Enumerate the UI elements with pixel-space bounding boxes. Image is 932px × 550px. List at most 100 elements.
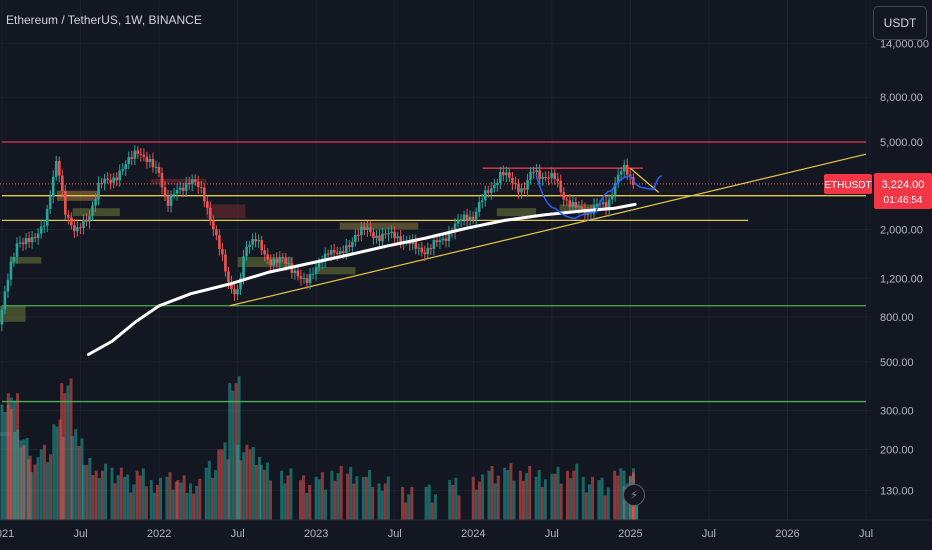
volume-bar (220, 449, 224, 520)
volume-bar (522, 480, 525, 520)
candle-body (42, 225, 46, 227)
volume-bar (368, 469, 372, 520)
candle-body (595, 203, 599, 205)
time-tick-label: 2026 (775, 528, 799, 540)
volume-bar (302, 475, 306, 520)
candle-body (6, 279, 10, 292)
volume-bar (97, 478, 101, 520)
candle-body (169, 194, 173, 206)
candle-body (36, 233, 40, 238)
volume-bar (179, 482, 183, 520)
time-tick-label: Jul (545, 528, 559, 540)
candle-body (508, 172, 511, 178)
volume-bar (165, 476, 169, 520)
volume-bar (559, 483, 563, 520)
candle-body (565, 199, 569, 201)
horizontal-levels (0, 141, 872, 403)
candle-body (242, 256, 245, 278)
flash-icon[interactable]: ⚡ (623, 484, 645, 506)
volume-bar (509, 463, 513, 520)
candle-body (496, 183, 499, 185)
candle-body (254, 238, 257, 242)
currency-button[interactable]: USDT (873, 6, 927, 40)
volume-bar (349, 466, 353, 520)
price-tick-label: 2,000.00 (880, 225, 923, 237)
volume-bar (566, 470, 570, 520)
candle-body (266, 254, 270, 260)
volume-bar (352, 483, 356, 520)
volume-bar (433, 494, 437, 520)
time-axis[interactable]: 2021 Jul 2022 Jul 2023 Jul 2024 Jul 2025 Jul 2026 J… (0, 519, 932, 550)
candle-body (115, 177, 118, 181)
candle-body (441, 238, 445, 241)
candle-body (580, 206, 584, 209)
candle-body (27, 238, 31, 243)
candle-body (48, 196, 52, 209)
volume-bar (346, 473, 350, 520)
candle-body (60, 175, 64, 191)
volume-bar (198, 478, 202, 520)
candle-body (502, 172, 505, 176)
candle-body (181, 187, 185, 191)
candle-body (221, 249, 224, 255)
candle-body (465, 214, 469, 221)
candle-body (21, 242, 25, 245)
candle-body (323, 253, 327, 263)
candle-body (363, 226, 366, 230)
candle-body (338, 251, 342, 254)
candle-body (166, 195, 170, 206)
price-axis[interactable]: 14,000.008,000.005,000.003,000.002,000.0… (872, 0, 932, 550)
volume-bar (448, 480, 452, 520)
time-axis-bg (0, 520, 932, 550)
volume-bar (217, 449, 221, 520)
order-block-zone (206, 204, 246, 219)
candle-body (160, 172, 164, 188)
candle-body (529, 171, 532, 180)
candle-body (118, 170, 121, 181)
trendline (229, 153, 867, 307)
volume-bar (231, 390, 235, 520)
volume-bar (234, 383, 238, 520)
candle-body (151, 159, 155, 168)
cup-pattern-curve (535, 174, 662, 220)
candle-body (30, 237, 34, 243)
candle-body (79, 227, 82, 229)
volume-bar (308, 484, 312, 520)
volume-bar (550, 473, 554, 520)
candle-body (568, 200, 572, 207)
symbol-tag-label: ETHUSDT (824, 180, 871, 191)
volume-bar (581, 476, 585, 520)
candle-body (357, 234, 360, 236)
candle-body (360, 226, 363, 236)
price-tag-bg (874, 173, 932, 209)
volume-bar (286, 475, 290, 520)
candle-body (18, 242, 22, 244)
volume-bar (404, 502, 408, 520)
volume-bar (383, 483, 387, 520)
volume-bar (490, 466, 494, 520)
candle-body (526, 179, 529, 190)
volume-bar (471, 476, 475, 520)
candle-body (559, 180, 563, 193)
volume-bar (534, 476, 538, 520)
volume-bar (242, 452, 246, 520)
candle-body (24, 238, 28, 245)
candle-body (538, 170, 541, 179)
candle-body (499, 172, 502, 184)
volume-bar (214, 470, 218, 520)
volume-bar (159, 477, 163, 520)
candle-body (471, 216, 475, 220)
volume-bar (298, 480, 302, 520)
candle-body (562, 192, 566, 200)
volume-bar (58, 419, 62, 520)
candle-body (248, 244, 251, 247)
volume-bar (493, 483, 497, 520)
candle-body (193, 179, 197, 182)
candle-body (97, 182, 100, 200)
volume-bar (45, 462, 49, 520)
volume-bar (380, 490, 384, 520)
candle-body (308, 274, 312, 284)
volume-bar (19, 440, 23, 520)
candle-body (163, 187, 167, 196)
